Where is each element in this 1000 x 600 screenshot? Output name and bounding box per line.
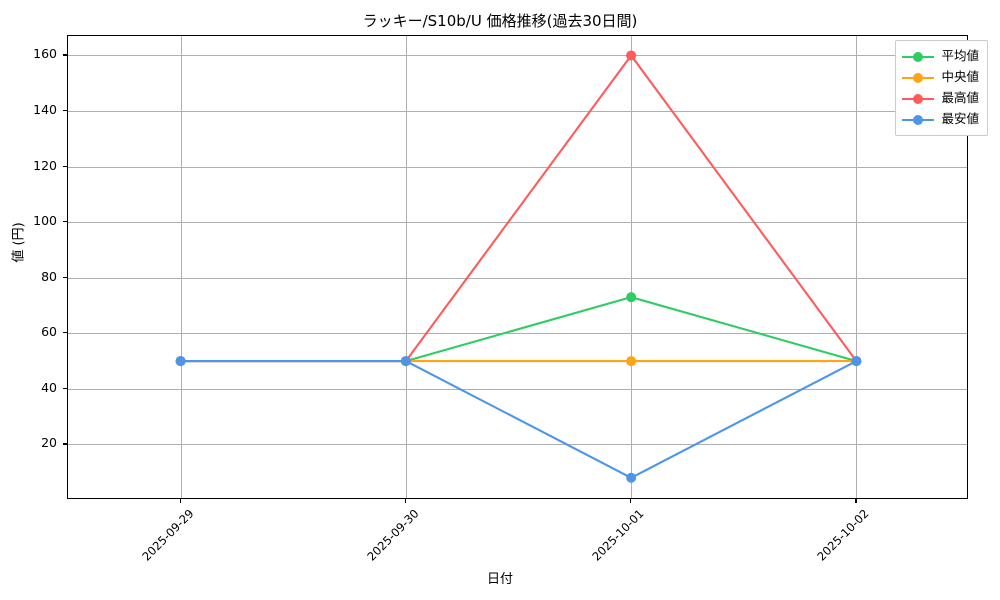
series-marker [626,472,637,483]
gridline-horizontal [68,222,967,224]
series-marker [626,292,637,303]
series-line [179,54,858,363]
series-marker [626,50,637,61]
legend-swatch-icon [902,51,935,63]
legend-item[interactable]: 最安値 [902,109,979,130]
y-tick-label: 160 [33,46,57,62]
series-line [179,296,858,363]
gridline-vertical [631,36,633,498]
x-tick-label: 2025-10-02 [814,506,872,564]
gridline-vertical [180,36,182,498]
legend-swatch-icon [902,93,935,105]
y-tick-label: 140 [33,102,57,118]
gridline-vertical [856,36,858,498]
series-marker [851,356,862,367]
legend-label: 最高値 [941,90,979,106]
y-tick-label: 20 [41,435,57,451]
gridline-horizontal [68,166,967,168]
gridline-horizontal [68,388,967,390]
gridline-vertical [405,36,407,498]
series-marker [400,356,411,367]
gridline-horizontal [68,333,967,335]
gridline-horizontal [68,444,967,446]
gridline-horizontal [68,55,967,57]
series-marker [175,356,186,367]
series-line [179,360,858,479]
x-axis-label: 日付 [486,572,513,587]
chart-legend: 平均値中央値最高値最安値 [895,40,988,136]
chart-title: ラッキー/S10b/U 価格推移(過去30日間) [362,12,638,30]
x-tick-label: 2025-09-29 [138,506,197,564]
legend-item[interactable]: 中央値 [902,67,979,88]
y-tick-label: 40 [41,379,57,395]
y-tick-label: 120 [33,157,57,173]
x-tick-label: 2025-10-01 [589,506,647,564]
legend-item[interactable]: 平均値 [902,46,979,67]
gridline-horizontal [68,111,967,113]
legend-label: 平均値 [941,48,979,64]
series-lines [175,50,862,483]
gridline-horizontal [68,277,967,279]
plot-area [67,35,968,499]
y-tick-label: 60 [41,324,57,340]
legend-swatch-icon [902,114,935,126]
legend-label: 中央値 [941,69,979,85]
legend-swatch-icon [902,72,935,84]
legend-label: 最安値 [941,111,979,127]
legend-item[interactable]: 最高値 [902,88,979,109]
series-marker [626,356,637,367]
x-tick-label: 2025-09-30 [364,506,422,564]
y-axis-label: 値 (円) [11,222,27,263]
